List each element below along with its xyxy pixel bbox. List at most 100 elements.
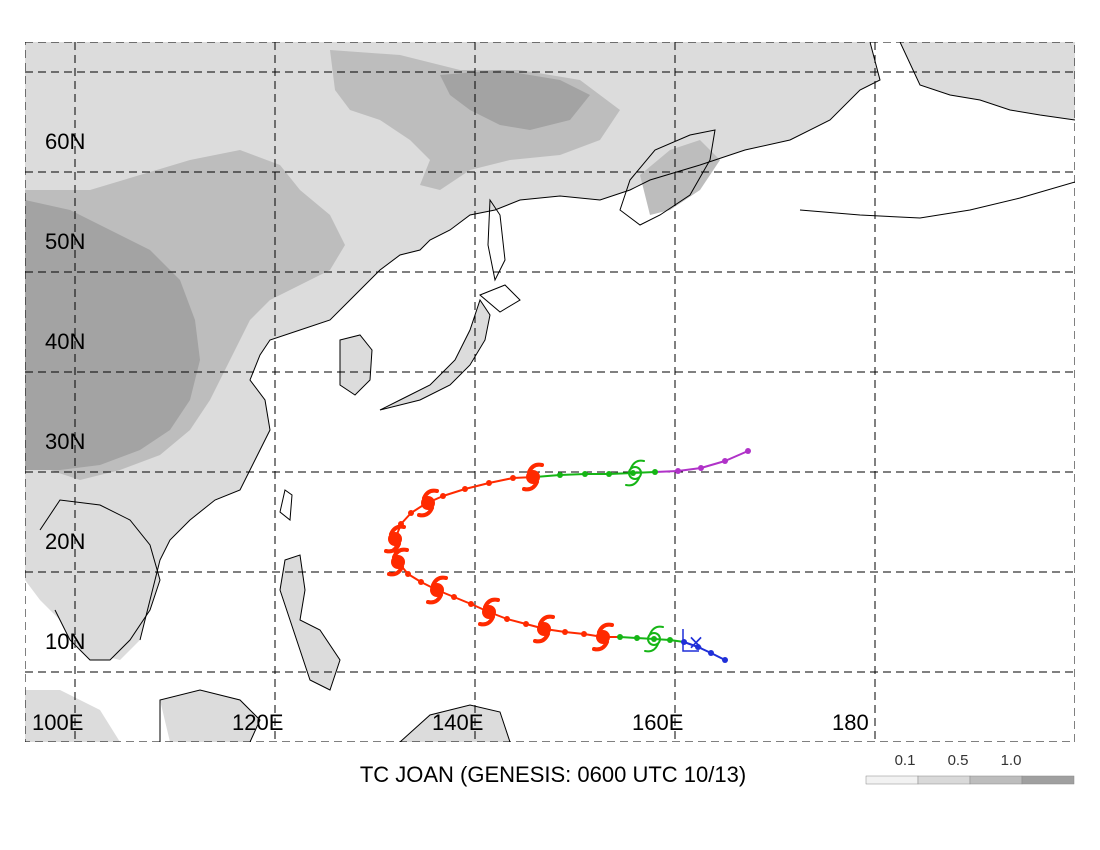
track-point	[606, 471, 612, 477]
track-segment	[464, 482, 490, 490]
track-point	[722, 458, 728, 464]
track-point	[581, 631, 587, 637]
track-point	[405, 571, 411, 577]
latitude-labels: 60N 50N 40N 30N 20N 10N	[45, 129, 85, 654]
coastline-sakhalin	[487, 198, 506, 282]
track-point	[486, 480, 492, 486]
coastline-indochina	[39, 499, 161, 661]
track-point	[698, 465, 704, 471]
track-point	[634, 635, 640, 641]
terrain-new-guinea	[400, 705, 510, 742]
track-point	[462, 486, 468, 492]
track-point	[617, 634, 623, 640]
terrain-tibet-dark	[25, 200, 200, 470]
map-title: TC JOAN (GENESIS: 0600 UTC 10/13)	[360, 762, 746, 787]
typhoon-symbol-icon	[417, 488, 439, 518]
longitude-labels: 100E 120E 140E 160E 180	[32, 710, 869, 735]
coastline-korea	[339, 334, 373, 396]
track-point	[722, 657, 728, 663]
legend-label-0-1: 0.1	[895, 752, 916, 769]
typhoon-symbol-icon	[592, 622, 614, 652]
track-point	[681, 639, 687, 645]
lat-label-50n: 50N	[45, 229, 85, 254]
lat-label-60n: 60N	[45, 129, 85, 154]
legend-label-0-5: 0.5	[948, 752, 969, 769]
lat-label-30n: 30N	[45, 429, 85, 454]
terrain-philippines	[280, 555, 340, 690]
coastline-alaska	[899, 42, 1075, 121]
genesis-bracket	[682, 629, 699, 652]
track-point	[695, 644, 701, 650]
track-point	[504, 616, 510, 622]
genesis-marker: ×	[688, 630, 705, 654]
typhoon-symbol-icon	[522, 462, 544, 492]
coastline-aleutians	[799, 181, 1075, 219]
track-point	[451, 594, 457, 600]
track-point	[630, 470, 636, 476]
track-point	[468, 601, 474, 607]
coastline-taiwan	[279, 489, 293, 521]
lat-label-40n: 40N	[45, 329, 85, 354]
track-segment	[677, 467, 702, 472]
track-point	[440, 493, 446, 499]
terrain-kamchatka-ridge	[640, 140, 720, 215]
graticule	[25, 42, 1075, 742]
track-segment	[453, 596, 472, 605]
track-point	[523, 621, 529, 627]
terrain-indochina	[30, 500, 160, 660]
lon-label-180: 180	[832, 710, 869, 735]
typhoon-symbol-icon	[533, 614, 555, 644]
track-point	[651, 636, 657, 642]
intensity-symbols	[384, 459, 664, 653]
terrain-korea	[340, 335, 372, 395]
coastline-hokkaido	[479, 284, 521, 313]
coastline-japan	[379, 298, 491, 411]
track-segment	[654, 470, 679, 473]
legend-swatch-lightest	[865, 775, 919, 785]
lon-label-140e: 140E	[432, 710, 483, 735]
track-segment	[442, 488, 466, 497]
track-segment	[724, 450, 749, 462]
track-segment	[700, 460, 726, 469]
track-point	[675, 468, 681, 474]
track-segment	[559, 473, 586, 476]
track-point	[562, 629, 568, 635]
lon-label-120e: 120E	[232, 710, 283, 735]
tropical-storm-symbol-icon	[625, 459, 645, 487]
typhoon-symbol-icon	[384, 524, 406, 554]
coastline-layer	[39, 42, 1075, 742]
track-segment	[506, 618, 527, 625]
terrain-alaska	[900, 42, 1075, 120]
terrain-sumatra	[25, 690, 120, 742]
coastline-kamchatka	[619, 129, 716, 226]
lat-label-10n: 10N	[45, 629, 85, 654]
track-point	[418, 579, 424, 585]
typhoon-symbol-icon	[478, 597, 500, 627]
track-point	[510, 475, 516, 481]
legend-swatch-medium	[969, 775, 1023, 785]
track-point	[745, 448, 751, 454]
track-segment	[488, 477, 514, 484]
track-point	[557, 472, 563, 478]
track-point	[652, 469, 658, 475]
terrain-siberia-dark	[440, 70, 590, 130]
terrain-japan	[380, 300, 490, 410]
coastline-new-guinea	[399, 704, 511, 742]
coastline-asia	[139, 42, 881, 641]
track-segment	[632, 471, 656, 474]
coastline-borneo	[159, 689, 261, 742]
legend-label-1-0: 1.0	[1001, 752, 1022, 769]
track-point	[708, 650, 714, 656]
coastline-philippines	[279, 554, 341, 691]
terrain-borneo	[160, 690, 260, 742]
legend-swatch-light	[917, 775, 971, 785]
typhoon-symbol-icon	[426, 575, 448, 605]
lon-label-100e: 100E	[32, 710, 83, 735]
typhoon-symbol-icon	[387, 547, 409, 577]
lat-label-20n: 20N	[45, 529, 85, 554]
terrain-layer	[25, 42, 1075, 742]
track-point	[667, 637, 673, 643]
legend-swatch-dark	[1021, 775, 1075, 785]
track-segment	[564, 631, 585, 635]
